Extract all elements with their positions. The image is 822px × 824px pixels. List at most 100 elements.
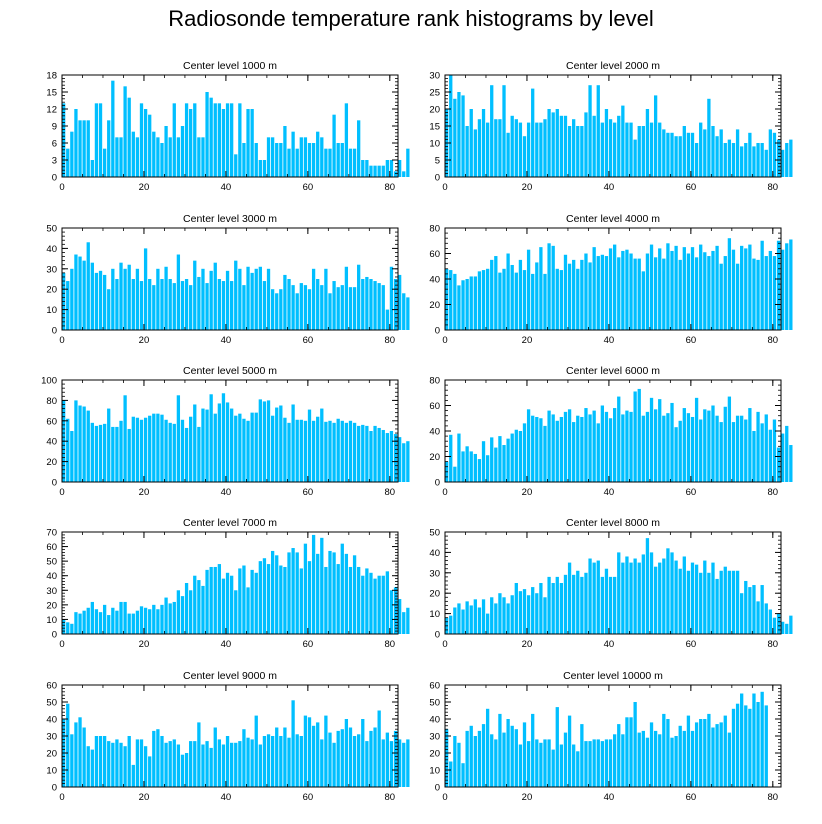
- histogram-bar: [785, 623, 789, 634]
- histogram-bar: [740, 245, 744, 330]
- histogram-bar: [477, 459, 482, 482]
- histogram-bar: [328, 732, 332, 787]
- histogram-bar: [344, 103, 349, 177]
- histogram-bar: [707, 98, 711, 177]
- histogram-bar: [238, 103, 242, 177]
- histogram-bar: [320, 285, 324, 330]
- histogram-bar: [490, 734, 494, 787]
- histogram-bar: [670, 132, 674, 177]
- histogram-bar: [670, 402, 674, 482]
- histogram-bar: [184, 427, 189, 482]
- histogram-bar: [209, 97, 213, 177]
- histogram-bar: [461, 451, 465, 482]
- histogram-bar: [703, 129, 707, 177]
- panel-title: Center level 4000 m: [566, 213, 660, 225]
- histogram-bar: [707, 256, 711, 330]
- histogram-bar: [744, 143, 748, 177]
- histogram-bar: [82, 727, 86, 787]
- histogram-bar: [682, 247, 686, 331]
- x-tick-label: 20: [522, 792, 533, 803]
- histogram-bar: [604, 109, 609, 177]
- y-tick-label: 60: [46, 542, 57, 553]
- histogram-bar: [613, 122, 617, 177]
- histogram-bar: [543, 119, 547, 177]
- histogram-bar: [498, 119, 502, 177]
- histogram-bar: [291, 131, 295, 177]
- histogram-panel: Center level 3000 m 0 10 20 30 40 50 0 20 40 60 80: [46, 213, 410, 346]
- histogram-bar: [670, 737, 674, 787]
- histogram-bar: [772, 617, 777, 634]
- histogram-bar: [70, 431, 74, 482]
- y-tick-label: 10: [429, 766, 440, 777]
- histogram-bar: [559, 416, 564, 482]
- histogram-bar: [740, 693, 744, 787]
- y-tick-label: 40: [46, 437, 57, 448]
- histogram-bar: [543, 597, 547, 634]
- histogram-bar: [572, 574, 576, 634]
- histogram-bar: [406, 607, 410, 634]
- histogram-bar: [148, 415, 152, 482]
- histogram-bar: [662, 258, 666, 330]
- histogram-bar: [621, 414, 625, 482]
- histogram-bar: [756, 411, 760, 483]
- histogram-bar: [373, 578, 377, 634]
- y-tick-label: 40: [429, 427, 440, 438]
- histogram-bar: [666, 719, 670, 787]
- histogram-bar: [275, 555, 279, 634]
- x-tick-label: 80: [768, 182, 779, 193]
- histogram-bar: [164, 419, 168, 482]
- histogram-bar: [641, 271, 645, 330]
- histogram-bar: [584, 112, 588, 177]
- histogram-bar: [699, 572, 703, 634]
- histogram-bar: [531, 713, 535, 787]
- plot-frame: [61, 531, 399, 635]
- histogram-bar: [453, 736, 457, 787]
- x-tick-label: 20: [139, 639, 150, 650]
- histogram-bar: [748, 132, 752, 177]
- histogram-bar: [485, 455, 490, 482]
- histogram-bar: [781, 621, 785, 634]
- histogram-bar: [148, 756, 152, 787]
- histogram-bar: [481, 599, 486, 634]
- histogram-bar: [748, 587, 752, 634]
- histogram-bar: [406, 148, 410, 177]
- histogram-bar: [107, 741, 111, 787]
- histogram-bar: [246, 737, 250, 787]
- histogram-bar: [291, 404, 295, 482]
- histogram-bar: [588, 558, 592, 634]
- x-tick-label: 0: [59, 639, 64, 650]
- histogram-bar: [270, 289, 275, 330]
- histogram-bar: [107, 120, 111, 177]
- histogram-bar: [596, 560, 600, 634]
- histogram-bar: [477, 607, 482, 634]
- y-tick-label: 6: [52, 139, 57, 150]
- histogram-bar: [502, 597, 506, 634]
- histogram-bar: [164, 266, 168, 330]
- histogram-bar: [307, 143, 312, 177]
- histogram-bar: [152, 730, 156, 787]
- histogram-bar: [506, 603, 510, 634]
- histogram-bar: [258, 561, 262, 634]
- histogram-bar: [352, 736, 357, 787]
- histogram-bar: [373, 727, 377, 787]
- histogram-bar: [74, 612, 78, 634]
- histogram-bar: [502, 85, 506, 177]
- histogram-bar: [205, 92, 209, 177]
- histogram-bar: [535, 122, 539, 177]
- histogram-bar: [502, 268, 506, 330]
- histogram-bar: [596, 256, 600, 330]
- histogram-bar: [389, 160, 394, 177]
- histogram-bar: [139, 606, 144, 634]
- histogram-bar: [608, 119, 613, 177]
- histogram-bar: [402, 612, 406, 634]
- histogram-bar: [621, 105, 625, 177]
- histogram-bar: [275, 727, 279, 787]
- histogram-bar: [445, 729, 449, 787]
- plot-frame: [61, 379, 399, 483]
- histogram-bar: [608, 739, 613, 787]
- histogram-bar: [193, 404, 197, 482]
- histogram-bar: [156, 729, 160, 787]
- histogram-bar: [213, 413, 217, 482]
- histogram-bar: [522, 270, 527, 330]
- histogram-bar: [369, 165, 373, 177]
